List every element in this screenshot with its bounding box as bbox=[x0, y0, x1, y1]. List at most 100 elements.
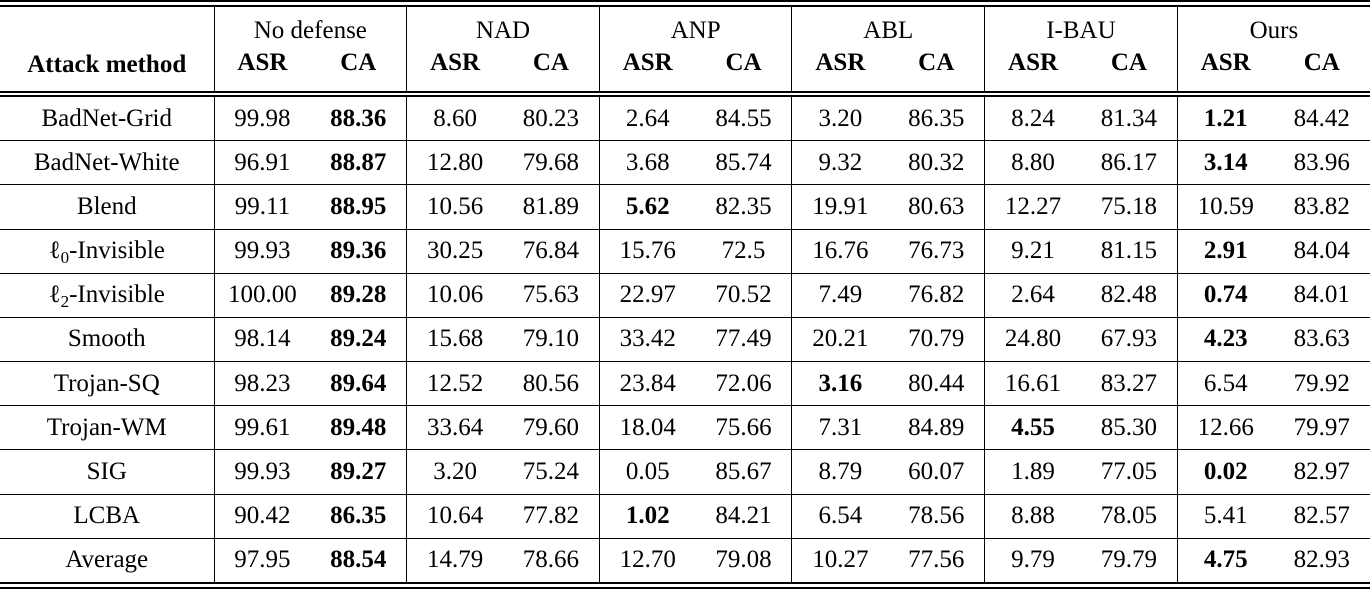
sub-header-asr-4: ASR bbox=[984, 47, 1081, 97]
attack-method-cell: Blend bbox=[0, 184, 214, 230]
value-cell: 76.82 bbox=[888, 272, 985, 318]
group-header-ours: Ours bbox=[1176, 3, 1370, 47]
group-header-abl: ABL bbox=[791, 3, 985, 47]
table-row: BadNet-White 96.91 88.87 12.80 79.68 3.68 85.7… bbox=[0, 140, 1370, 185]
value-cell: 88.36 bbox=[330, 104, 387, 132]
value-cell: 10.06 bbox=[406, 272, 503, 318]
value-cell: 0.74 bbox=[1176, 272, 1274, 318]
value-cell: 12.27 bbox=[984, 184, 1081, 230]
value-cell: 88.54 bbox=[310, 537, 407, 586]
value-cell: 3.16 bbox=[791, 361, 889, 406]
group-header-nad: NAD bbox=[406, 3, 600, 47]
sub-header-ca-5: CA bbox=[1273, 47, 1370, 97]
table-body: BadNet-Grid 99.98 88.36 8.60 80.23 2.64 84.55 3… bbox=[0, 94, 1370, 586]
attack-method-cell: ℓ2-Invisible bbox=[0, 272, 214, 318]
value-cell: 77.56 bbox=[888, 537, 985, 586]
table-row: Blend 99.11 88.95 10.56 81.89 5.62 82.35 19.91 8… bbox=[0, 184, 1370, 230]
attack-method-cell: LCBA bbox=[0, 493, 214, 539]
value-cell: 30.25 bbox=[406, 228, 503, 274]
sub-header-ca-2: CA bbox=[695, 47, 792, 97]
value-cell: 16.76 bbox=[791, 228, 889, 274]
value-cell: 23.84 bbox=[598, 361, 696, 406]
value-cell: 100.00 bbox=[213, 272, 311, 318]
value-cell: 80.63 bbox=[888, 184, 985, 230]
value-cell: 79.08 bbox=[695, 537, 792, 586]
value-cell: 75.63 bbox=[502, 272, 600, 318]
value-cell: 89.64 bbox=[310, 361, 407, 406]
value-cell: 10.59 bbox=[1176, 184, 1274, 230]
group-header-anp: ANP bbox=[598, 3, 792, 47]
table-row: Average 97.95 88.54 14.79 78.66 12.70 79.08 10.… bbox=[0, 537, 1370, 586]
value-cell: 97.95 bbox=[213, 537, 311, 586]
value-cell: 81.34 bbox=[1100, 104, 1157, 132]
value-cell: 89.24 bbox=[310, 316, 407, 362]
value-cell: 79.68 bbox=[502, 140, 600, 185]
value-cell: 3.20 bbox=[791, 94, 889, 141]
group-header-row: Attack method No defense NAD ANP ABL I-BAU Ou… bbox=[0, 3, 1370, 97]
sub-header-ca-4: CA bbox=[1080, 47, 1178, 97]
value-cell: 89.27 bbox=[310, 449, 407, 495]
value-cell: 80.44 bbox=[888, 361, 985, 406]
table-row: Smooth 98.14 89.24 15.68 79.10 33.42 77.49 20.2… bbox=[0, 316, 1370, 362]
table-header: Attack method No defense NAD ANP ABL I-BAU Ou… bbox=[0, 3, 1370, 97]
value-cell: 8.79 bbox=[791, 449, 889, 495]
table-row: Trojan-SQ 98.23 89.64 12.52 80.56 23.84 72.06 3… bbox=[0, 361, 1370, 406]
value-cell: 10.64 bbox=[406, 493, 503, 539]
sub-header-ca-1: CA bbox=[502, 47, 600, 97]
value-cell: 99.61 bbox=[213, 405, 311, 450]
value-cell: 72.5 bbox=[695, 228, 792, 274]
value-cell: 7.31 bbox=[791, 405, 889, 450]
value-cell: 82.35 bbox=[695, 184, 792, 230]
value-cell: 3.20 bbox=[406, 449, 503, 495]
value-cell: 78.56 bbox=[888, 493, 985, 539]
attack-method-cell: Trojan-SQ bbox=[0, 361, 214, 406]
value-cell: 60.07 bbox=[888, 449, 985, 495]
value-cell: 89.36 bbox=[310, 228, 407, 274]
value-cell: 70.52 bbox=[695, 272, 792, 318]
value-cell: 98.23 bbox=[213, 361, 311, 406]
value-cell: 72.06 bbox=[695, 361, 792, 406]
value-cell: 88.95 bbox=[310, 184, 407, 230]
value-cell: 15.68 bbox=[406, 316, 503, 362]
value-cell: 82.93 bbox=[1273, 537, 1370, 586]
value-cell: 88.87 bbox=[310, 140, 407, 185]
value-cell: 1.89 bbox=[984, 449, 1081, 495]
value-cell: 3.68 bbox=[598, 140, 696, 185]
value-cell: 67.93 bbox=[1080, 316, 1178, 362]
value-cell: 79.97 bbox=[1273, 405, 1370, 450]
table-row: Trojan-WM 99.61 89.48 33.64 79.60 18.04 75.66 7… bbox=[0, 405, 1370, 450]
value-cell: 1.02 bbox=[598, 493, 696, 539]
value-cell: 83.63 bbox=[1273, 316, 1370, 362]
value-cell: 12.66 bbox=[1176, 405, 1274, 450]
sub-header-asr-0: ASR bbox=[213, 47, 311, 97]
value-cell: 84.01 bbox=[1273, 272, 1370, 318]
value-cell: 22.97 bbox=[598, 272, 696, 318]
value-cell: 33.42 bbox=[598, 316, 696, 362]
attack-method-cell: BadNet-White bbox=[0, 140, 214, 185]
value-cell: 8.24 bbox=[984, 94, 1081, 141]
value-cell: 33.64 bbox=[406, 405, 503, 450]
attack-method-cell: ℓ0-Invisible bbox=[0, 228, 214, 274]
value-cell: 0.05 bbox=[598, 449, 696, 495]
sub-header-asr-2: ASR bbox=[598, 47, 696, 97]
value-cell: 4.55 bbox=[984, 405, 1081, 450]
value-cell: 9.32 bbox=[791, 140, 889, 185]
value-cell: 82.97 bbox=[1273, 449, 1370, 495]
value-cell: 99.93 bbox=[213, 449, 311, 495]
attack-method-cell: BadNet-Grid bbox=[41, 104, 173, 132]
value-cell: 20.21 bbox=[791, 316, 889, 362]
value-cell: 75.18 bbox=[1080, 184, 1178, 230]
value-cell: 77.49 bbox=[695, 316, 792, 362]
group-header-i-bau: I-BAU bbox=[984, 3, 1178, 47]
value-cell: 90.42 bbox=[213, 493, 311, 539]
value-cell: 18.04 bbox=[598, 405, 696, 450]
value-cell: 10.27 bbox=[791, 537, 889, 586]
attack-method-cell: Average bbox=[0, 537, 214, 586]
value-cell: 84.42 bbox=[1293, 104, 1350, 132]
value-cell: 85.30 bbox=[1080, 405, 1178, 450]
value-cell: 84.21 bbox=[695, 493, 792, 539]
value-cell: 79.92 bbox=[1273, 361, 1370, 406]
value-cell: 5.62 bbox=[598, 184, 696, 230]
value-cell: 4.23 bbox=[1176, 316, 1274, 362]
